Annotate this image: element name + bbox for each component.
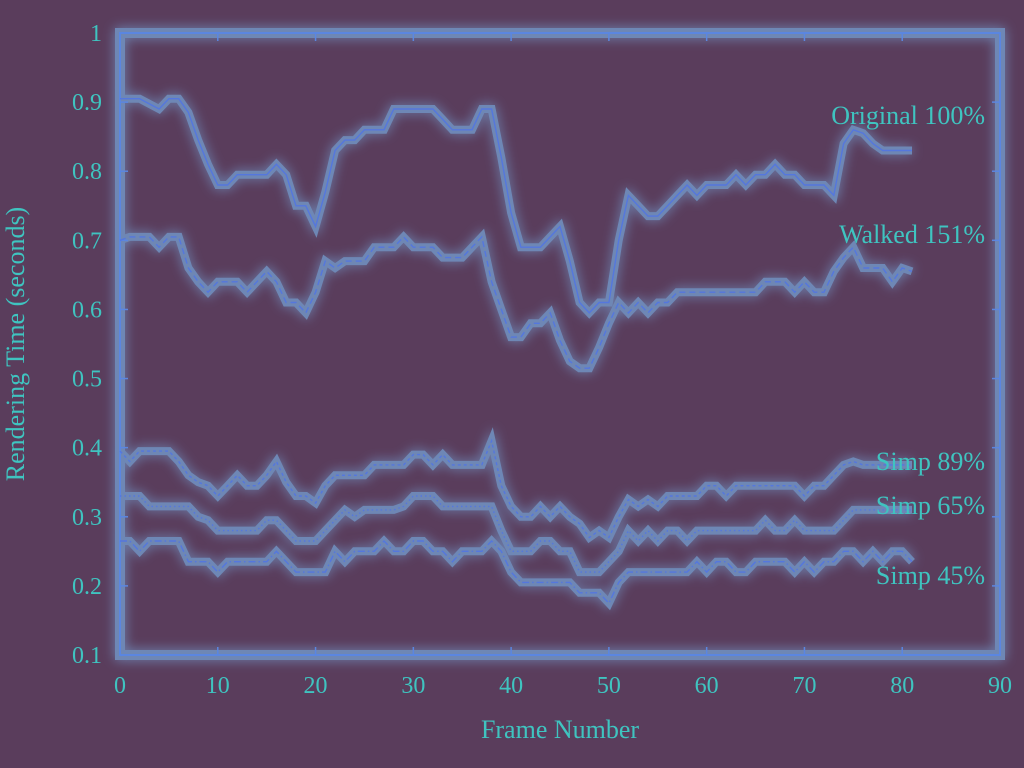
x-tick-label: 90 [988, 673, 1012, 699]
series-glow-walked-151 [118, 228, 914, 373]
x-tick-label: 10 [206, 673, 230, 699]
axes: 0 10 20 30 40 50 60 70 80 90 0.1 0.2 0.3 0.4 0.5 0.6 0.7… [72, 21, 1012, 699]
series-group [119, 97, 913, 605]
x-tick-label: 80 [890, 673, 914, 699]
series-label-simp-45: Simp 45% [876, 561, 985, 590]
series-label-original-100: Original 100% [831, 101, 985, 130]
series-line-walked-151 [119, 235, 913, 369]
x-tick-label: 0 [114, 673, 126, 699]
y-tick-label: 0.3 [72, 505, 102, 531]
y-tick-label: 1 [90, 21, 102, 47]
y-axis-title: Rendering Time (seconds) [1, 207, 30, 481]
y-tick-label: 0.2 [72, 574, 102, 600]
plot-frame [119, 32, 1001, 656]
y-tick-label: 0.9 [72, 90, 102, 116]
series-label-walked-151: Walked 151% [839, 220, 985, 249]
series-label-simp-65: Simp 65% [876, 491, 985, 520]
y-tick-label: 0.5 [72, 367, 102, 393]
y-tick-label: 0.8 [72, 159, 102, 185]
labels: Frame Number Rendering Time (seconds) Orig… [1, 101, 985, 744]
x-tick-label: 50 [597, 673, 621, 699]
y-tick-label: 0.6 [72, 297, 102, 323]
y-tick-label: 0.7 [72, 228, 102, 254]
y-tick-label: 0.1 [72, 643, 102, 669]
series-line-original-100 [120, 97, 912, 314]
series-label-simp-89: Simp 89% [876, 447, 985, 476]
series-line-simp-89 [119, 438, 912, 539]
x-tick-label: 30 [401, 673, 425, 699]
x-tick-label: 40 [499, 673, 523, 699]
x-tick-label: 60 [695, 673, 719, 699]
series-line-simp-65 [120, 495, 912, 573]
x-axis-title: Frame Number [481, 715, 639, 744]
x-tick-label: 70 [792, 673, 816, 699]
series-line-simp-45 [120, 539, 913, 605]
y-tick-label: 0.4 [72, 436, 102, 462]
x-tick-label: 20 [304, 673, 328, 699]
